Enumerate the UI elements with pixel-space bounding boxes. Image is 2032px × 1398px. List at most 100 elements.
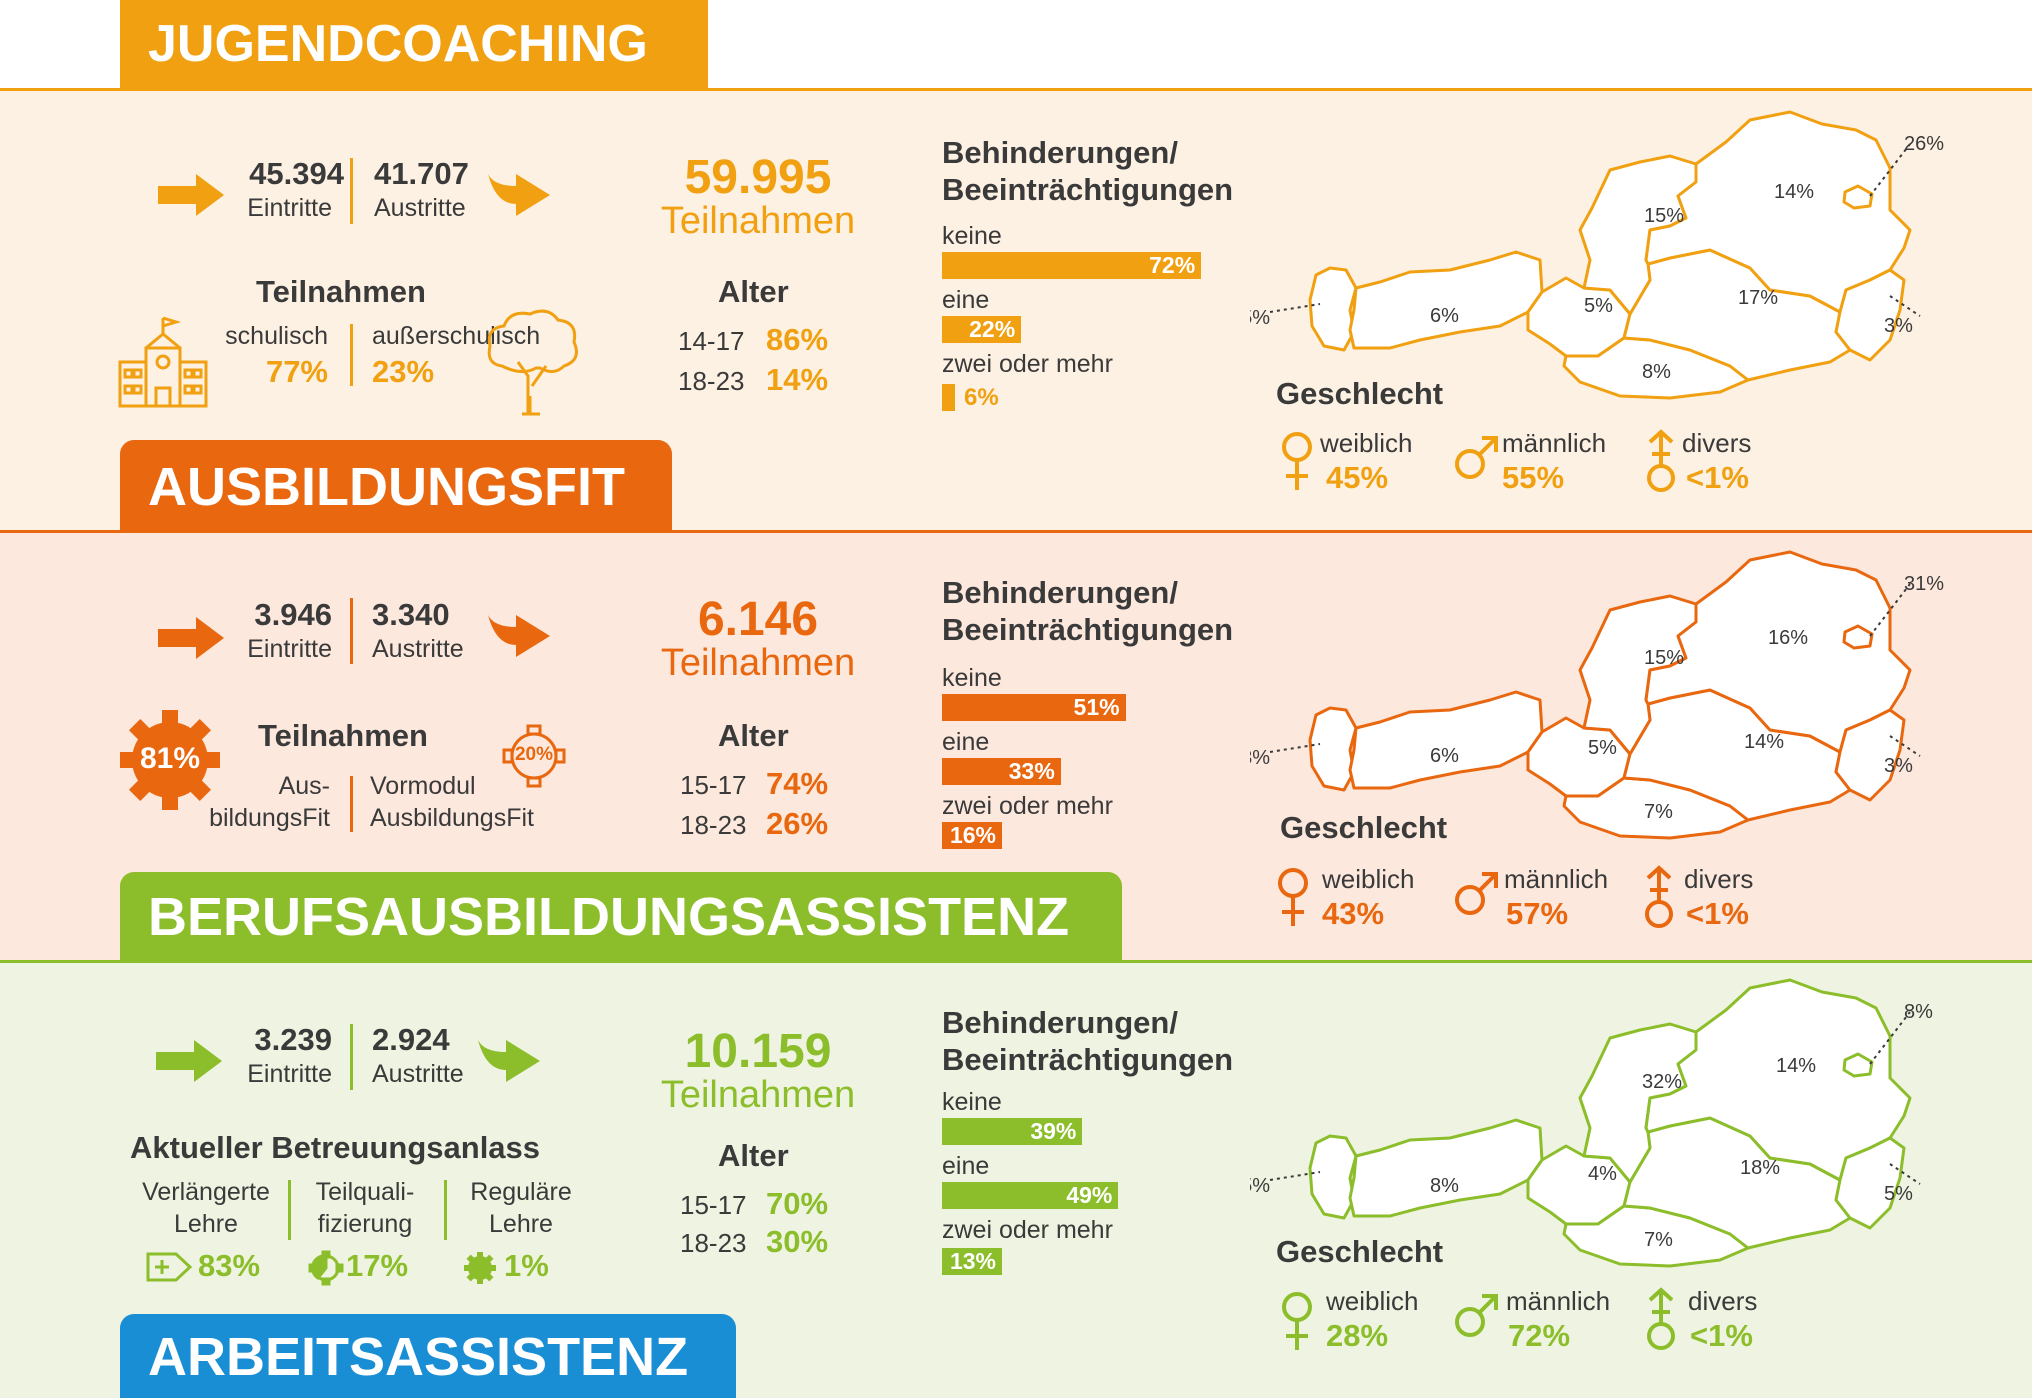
female-icon (1282, 432, 1312, 490)
divider (288, 1180, 291, 1240)
diverse-label: divers (1682, 428, 1752, 458)
map-label-tirol: 6% (1430, 745, 1459, 767)
category-3-label-1: Reguläre (470, 1178, 572, 1206)
female-pct: 28% (1326, 1318, 1389, 1353)
eintritte-label: Eintritte (247, 194, 332, 222)
map-label-sbg: 4% (1588, 1163, 1617, 1185)
category-1-label-2: Lehre (174, 1210, 238, 1238)
diverse-pct: <1% (1690, 1318, 1753, 1353)
map-label-stmk: 14% (1744, 731, 1784, 753)
map-label-vbg: 3% (1250, 747, 1270, 769)
map-label-tirol: 8% (1430, 1175, 1459, 1197)
map-label-ktn: 7% (1644, 801, 1673, 823)
map-label-ktn: 7% (1644, 1229, 1673, 1251)
diverse-icon (1645, 865, 1673, 928)
bar-zwei-value: 6% (964, 384, 999, 411)
bar-label-keine: keine (942, 664, 1002, 692)
age-group-2: 18-23 (680, 1228, 747, 1258)
bar-label-keine: keine (942, 1088, 1002, 1116)
austritte-label: Austritte (372, 635, 464, 663)
arrow-exit-icon (488, 615, 550, 657)
female-icon (1278, 868, 1308, 926)
map-label-tirol: 6% (1430, 305, 1459, 327)
bar-keine: 72% (942, 252, 1202, 279)
divider (350, 598, 353, 664)
divider (444, 1180, 447, 1240)
diverse-label: divers (1688, 1286, 1758, 1316)
split-left-label-1: Aus- (278, 772, 330, 800)
age-group-2-pct: 30% (766, 1224, 829, 1259)
diverse-pct: <1% (1686, 460, 1749, 495)
age-group-2-pct: 26% (766, 806, 829, 841)
map-label-vbg: 5% (1250, 307, 1270, 329)
split-right-label-1: Vormodul (370, 772, 476, 800)
map-label-w: 26% (1904, 133, 1944, 155)
bar-label-zwei: zwei oder mehr (942, 792, 1113, 820)
age-group-1: 14-17 (678, 326, 745, 356)
divider (350, 324, 353, 386)
school-icon (118, 316, 208, 408)
bar-zwei (942, 384, 955, 411)
divider (350, 776, 353, 832)
eintritte-value: 3.239 (254, 1022, 332, 1057)
austritte-label: Austritte (374, 194, 466, 222)
map-label-bgld: 3% (1884, 315, 1913, 337)
bar-zwei: 13% (942, 1248, 1002, 1275)
map-label-noe: 14% (1776, 1055, 1816, 1077)
gear-icon (120, 710, 220, 810)
arrow-right-icon (158, 174, 224, 216)
map-label-ktn: 8% (1642, 361, 1671, 383)
male-icon (1455, 436, 1498, 479)
male-label: männlich (1502, 428, 1607, 458)
total-label: Teilnahmen (660, 200, 856, 242)
gender-heading: Geschlecht (1276, 1234, 1444, 1269)
austritte-label: Austritte (372, 1060, 464, 1088)
disability-heading-2: Beeinträchtigungen (942, 1042, 1234, 1077)
alter-heading: Alter (718, 274, 789, 309)
disability-heading-1: Behinderungen/ (942, 1005, 1178, 1040)
age-group-1-pct: 74% (766, 766, 829, 801)
bar-eine: 22% (942, 316, 1022, 343)
total-value: 6.146 (697, 593, 819, 646)
female-label: weiblich (1322, 864, 1415, 894)
bar-label-eine: eine (942, 286, 990, 314)
arrow-right-icon (158, 617, 224, 659)
austria-map: 5% 8% 4% 7% 18% 32% 14% 8% 5% (1250, 978, 1933, 1268)
austritte-value: 41.707 (374, 156, 469, 191)
bar-eine: 33% (942, 758, 1061, 785)
gear-icon (464, 1252, 496, 1284)
disability-heading-1: Behinderungen/ (942, 135, 1178, 170)
total-value: 59.995 (684, 151, 832, 204)
bar-label-zwei: zwei oder mehr (942, 1216, 1113, 1244)
eintritte-value: 3.946 (254, 597, 332, 632)
total-value: 10.159 (684, 1025, 832, 1078)
map-label-noe: 14% (1774, 181, 1814, 203)
diverse-icon (1647, 1287, 1675, 1350)
age-group-1: 15-17 (680, 1190, 747, 1220)
bar-label-eine: eine (942, 728, 990, 756)
bar-label-zwei: zwei oder mehr (942, 350, 1113, 378)
eintritte-label: Eintritte (247, 1060, 332, 1088)
teilnahmen-heading: Teilnahmen (256, 274, 426, 309)
age-group-1-pct: 70% (766, 1186, 829, 1221)
map-label-vbg: 5% (1250, 1175, 1270, 1197)
male-pct: 57% (1506, 896, 1569, 931)
arrow-exit-icon (488, 174, 550, 216)
gear-right-pct: 20% (514, 744, 554, 765)
gender-heading: Geschlecht (1280, 810, 1448, 845)
male-pct: 55% (1502, 460, 1565, 495)
total-label: Teilnahmen (660, 642, 856, 684)
section-title-ausbildungsfit: AUSBILDUNGSFIT (120, 440, 672, 532)
gear-outline-icon (502, 724, 566, 788)
arrow-exit-icon (478, 1040, 540, 1082)
age-group-1-pct: 86% (766, 322, 829, 357)
map-label-w: 8% (1904, 1001, 1933, 1023)
age-group-2: 18-23 (680, 810, 747, 840)
gear-left-pct: 81% (139, 742, 201, 775)
battery-plus-icon (146, 1252, 193, 1282)
male-pct: 72% (1508, 1318, 1571, 1353)
age-group-2: 18-23 (678, 366, 745, 396)
eintritte-label: Eintritte (247, 635, 332, 663)
male-icon (1455, 1294, 1498, 1337)
category-2-label-2: fizierung (317, 1210, 413, 1238)
